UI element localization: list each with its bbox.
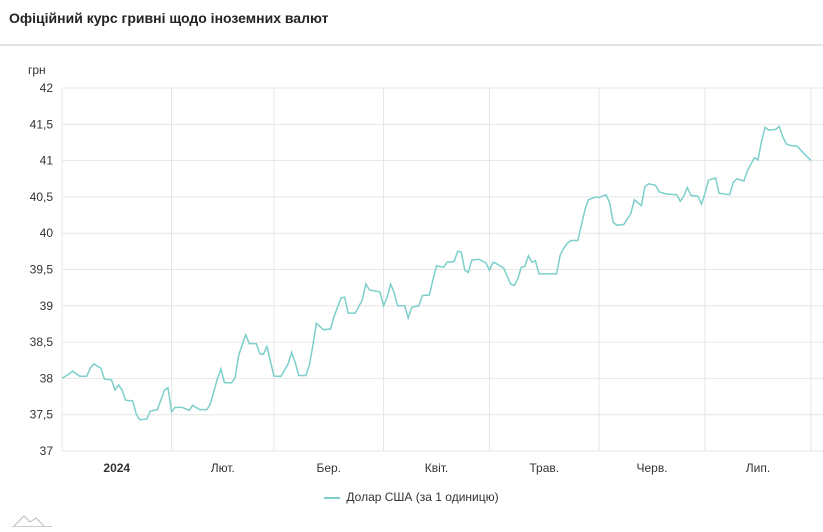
y-tick-label: 41 [40, 154, 54, 168]
x-tick-label: Лип. [746, 461, 770, 475]
x-tick-label: Квіт. [425, 461, 449, 475]
chart-logo-icon [12, 515, 52, 527]
y-tick-label: 38,5 [30, 335, 54, 349]
y-tick-label: 37,5 [30, 408, 54, 422]
series-line-usd [61, 125, 812, 421]
legend-swatch [324, 496, 341, 499]
page-title: Офіційний курс гривні щодо іноземних вал… [9, 10, 329, 26]
x-tick-label: Бер. [316, 461, 341, 475]
x-tick-label: Лют. [211, 461, 235, 475]
legend-label: Долар США (за 1 одиницю) [346, 490, 499, 504]
x-tick-label: 2024 [103, 461, 130, 475]
legend[interactable]: Долар США (за 1 одиницю) [0, 490, 823, 504]
y-tick-label: 39,5 [30, 263, 54, 277]
y-tick-label: 40 [40, 226, 54, 240]
y-tick-label: 42 [40, 81, 54, 95]
x-tick-label: Черв. [636, 461, 667, 475]
y-tick-label: 39 [40, 299, 54, 313]
y-axis-label: грн [28, 63, 46, 77]
header-divider [0, 44, 823, 46]
y-tick-label: 38 [40, 371, 54, 385]
x-tick-label: Трав. [529, 461, 559, 475]
y-tick-label: 40,5 [30, 190, 54, 204]
y-tick-label: 37 [40, 444, 54, 458]
y-tick-label: 41,5 [30, 117, 54, 131]
